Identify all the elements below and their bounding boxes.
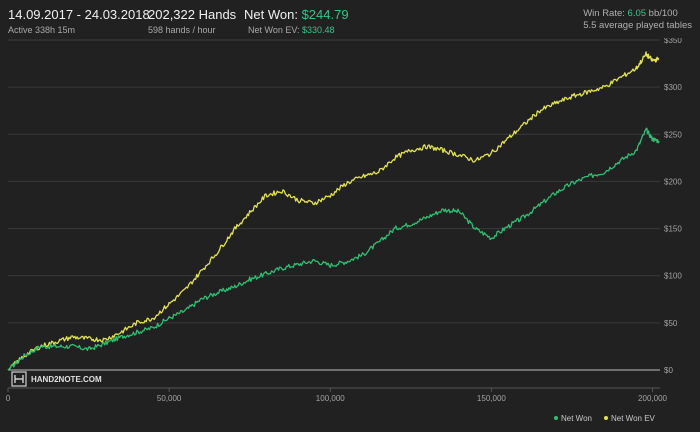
x-tick-label: 200,000 (638, 394, 667, 403)
date-block: 14.09.2017 - 24.03.2018 Active 338h 15m (8, 7, 150, 36)
hands-block: 202,322 Hands 598 hands / hour (148, 7, 236, 36)
y-tick-label: $350 (664, 38, 682, 45)
net-won-ev-value: $330.48 (302, 25, 335, 35)
y-axis-ticks: $0 $50 $100 $150 $200 $250 $300 $350 (664, 38, 682, 375)
net-won-ev: Net Won EV: $330.48 (248, 24, 349, 36)
y-tick-label: $200 (664, 177, 682, 186)
hands-count: 202,322 Hands (148, 7, 237, 22)
active-time: Active 338h 15m (8, 25, 76, 35)
win-rate-block: Win Rate: 6.05 bb/100 5.5 average played… (583, 8, 692, 32)
legend-marker-net-won-ev (604, 416, 608, 420)
y-tick-label: $0 (664, 366, 673, 375)
net-won-label: Net Won: (244, 7, 302, 22)
y-tick-label: $50 (664, 319, 678, 328)
win-rate: Win Rate: 6.05 bb/100 (583, 8, 692, 20)
net-won-block: Net Won: $244.79 Net Won EV: $330.48 (244, 7, 349, 36)
legend-label-net-won: Net Won (561, 414, 592, 423)
x-tick-label: 0 (6, 394, 11, 403)
legend-label-net-won-ev: Net Won EV (611, 414, 656, 423)
stats-header: 14.09.2017 - 24.03.2018 Active 338h 15m … (0, 0, 700, 40)
x-tick-label: 100,000 (316, 394, 345, 403)
net-won: Net Won: $244.79 (244, 7, 349, 22)
y-tick-label: $300 (664, 83, 682, 92)
x-axis-ticks: 0 50,000 100,000 150,000 200,000 (6, 394, 668, 403)
y-tick-label: $250 (664, 130, 682, 139)
net-won-ev-label: Net Won EV: (248, 25, 303, 35)
win-rate-value: 6.05 (627, 8, 647, 19)
net-won-line (7, 127, 660, 371)
avg-tables: 5.5 average played tables (583, 20, 692, 31)
hands-per-hour: 598 hands / hour (148, 25, 216, 35)
x-tick-label: 150,000 (477, 394, 506, 403)
x-tick-label: 50,000 (157, 394, 182, 403)
net-won-ev-line (7, 51, 660, 371)
hand2note-logo: HAND2NOTE.COM (11, 371, 102, 387)
legend-marker-net-won (554, 416, 558, 420)
y-tick-label: $150 (664, 225, 682, 234)
win-rate-label: Win Rate: (583, 8, 628, 19)
chart-area: $0 $50 $100 $150 $200 $250 $300 $350 0 50,000 100… (0, 38, 700, 432)
series-lines (7, 51, 660, 371)
profit-graph: $0 $50 $100 $150 $200 $250 $300 $350 0 50,000 100… (6, 38, 683, 423)
date-range: 14.09.2017 - 24.03.2018 (8, 7, 150, 22)
legend: Net Won Net Won EV (554, 414, 656, 423)
logo-h-glyph (14, 375, 24, 383)
win-rate-unit: bb/100 (646, 8, 678, 19)
y-tick-label: $100 (664, 272, 682, 281)
grid (7, 39, 660, 392)
net-won-value: $244.79 (301, 7, 349, 22)
hand2note-logo-icon (11, 371, 27, 387)
logo-text: HAND2NOTE.COM (31, 375, 102, 384)
